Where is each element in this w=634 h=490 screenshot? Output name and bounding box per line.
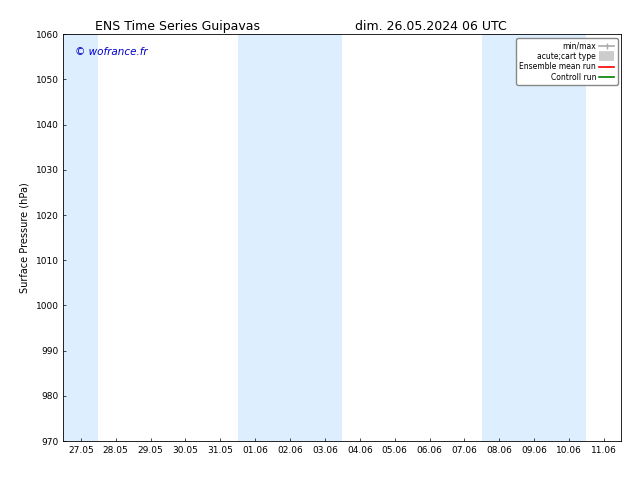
Y-axis label: Surface Pressure (hPa): Surface Pressure (hPa) [20, 182, 30, 293]
Legend: min/max, acute;cart type, Ensemble mean run, Controll run: min/max, acute;cart type, Ensemble mean … [516, 38, 618, 85]
Text: © wofrance.fr: © wofrance.fr [75, 47, 147, 56]
Bar [63, 34, 98, 441]
Bar [238, 34, 342, 441]
Bar [482, 34, 586, 441]
Text: ENS Time Series Guipavas: ENS Time Series Guipavas [95, 20, 260, 33]
Text: dim. 26.05.2024 06 UTC: dim. 26.05.2024 06 UTC [355, 20, 507, 33]
